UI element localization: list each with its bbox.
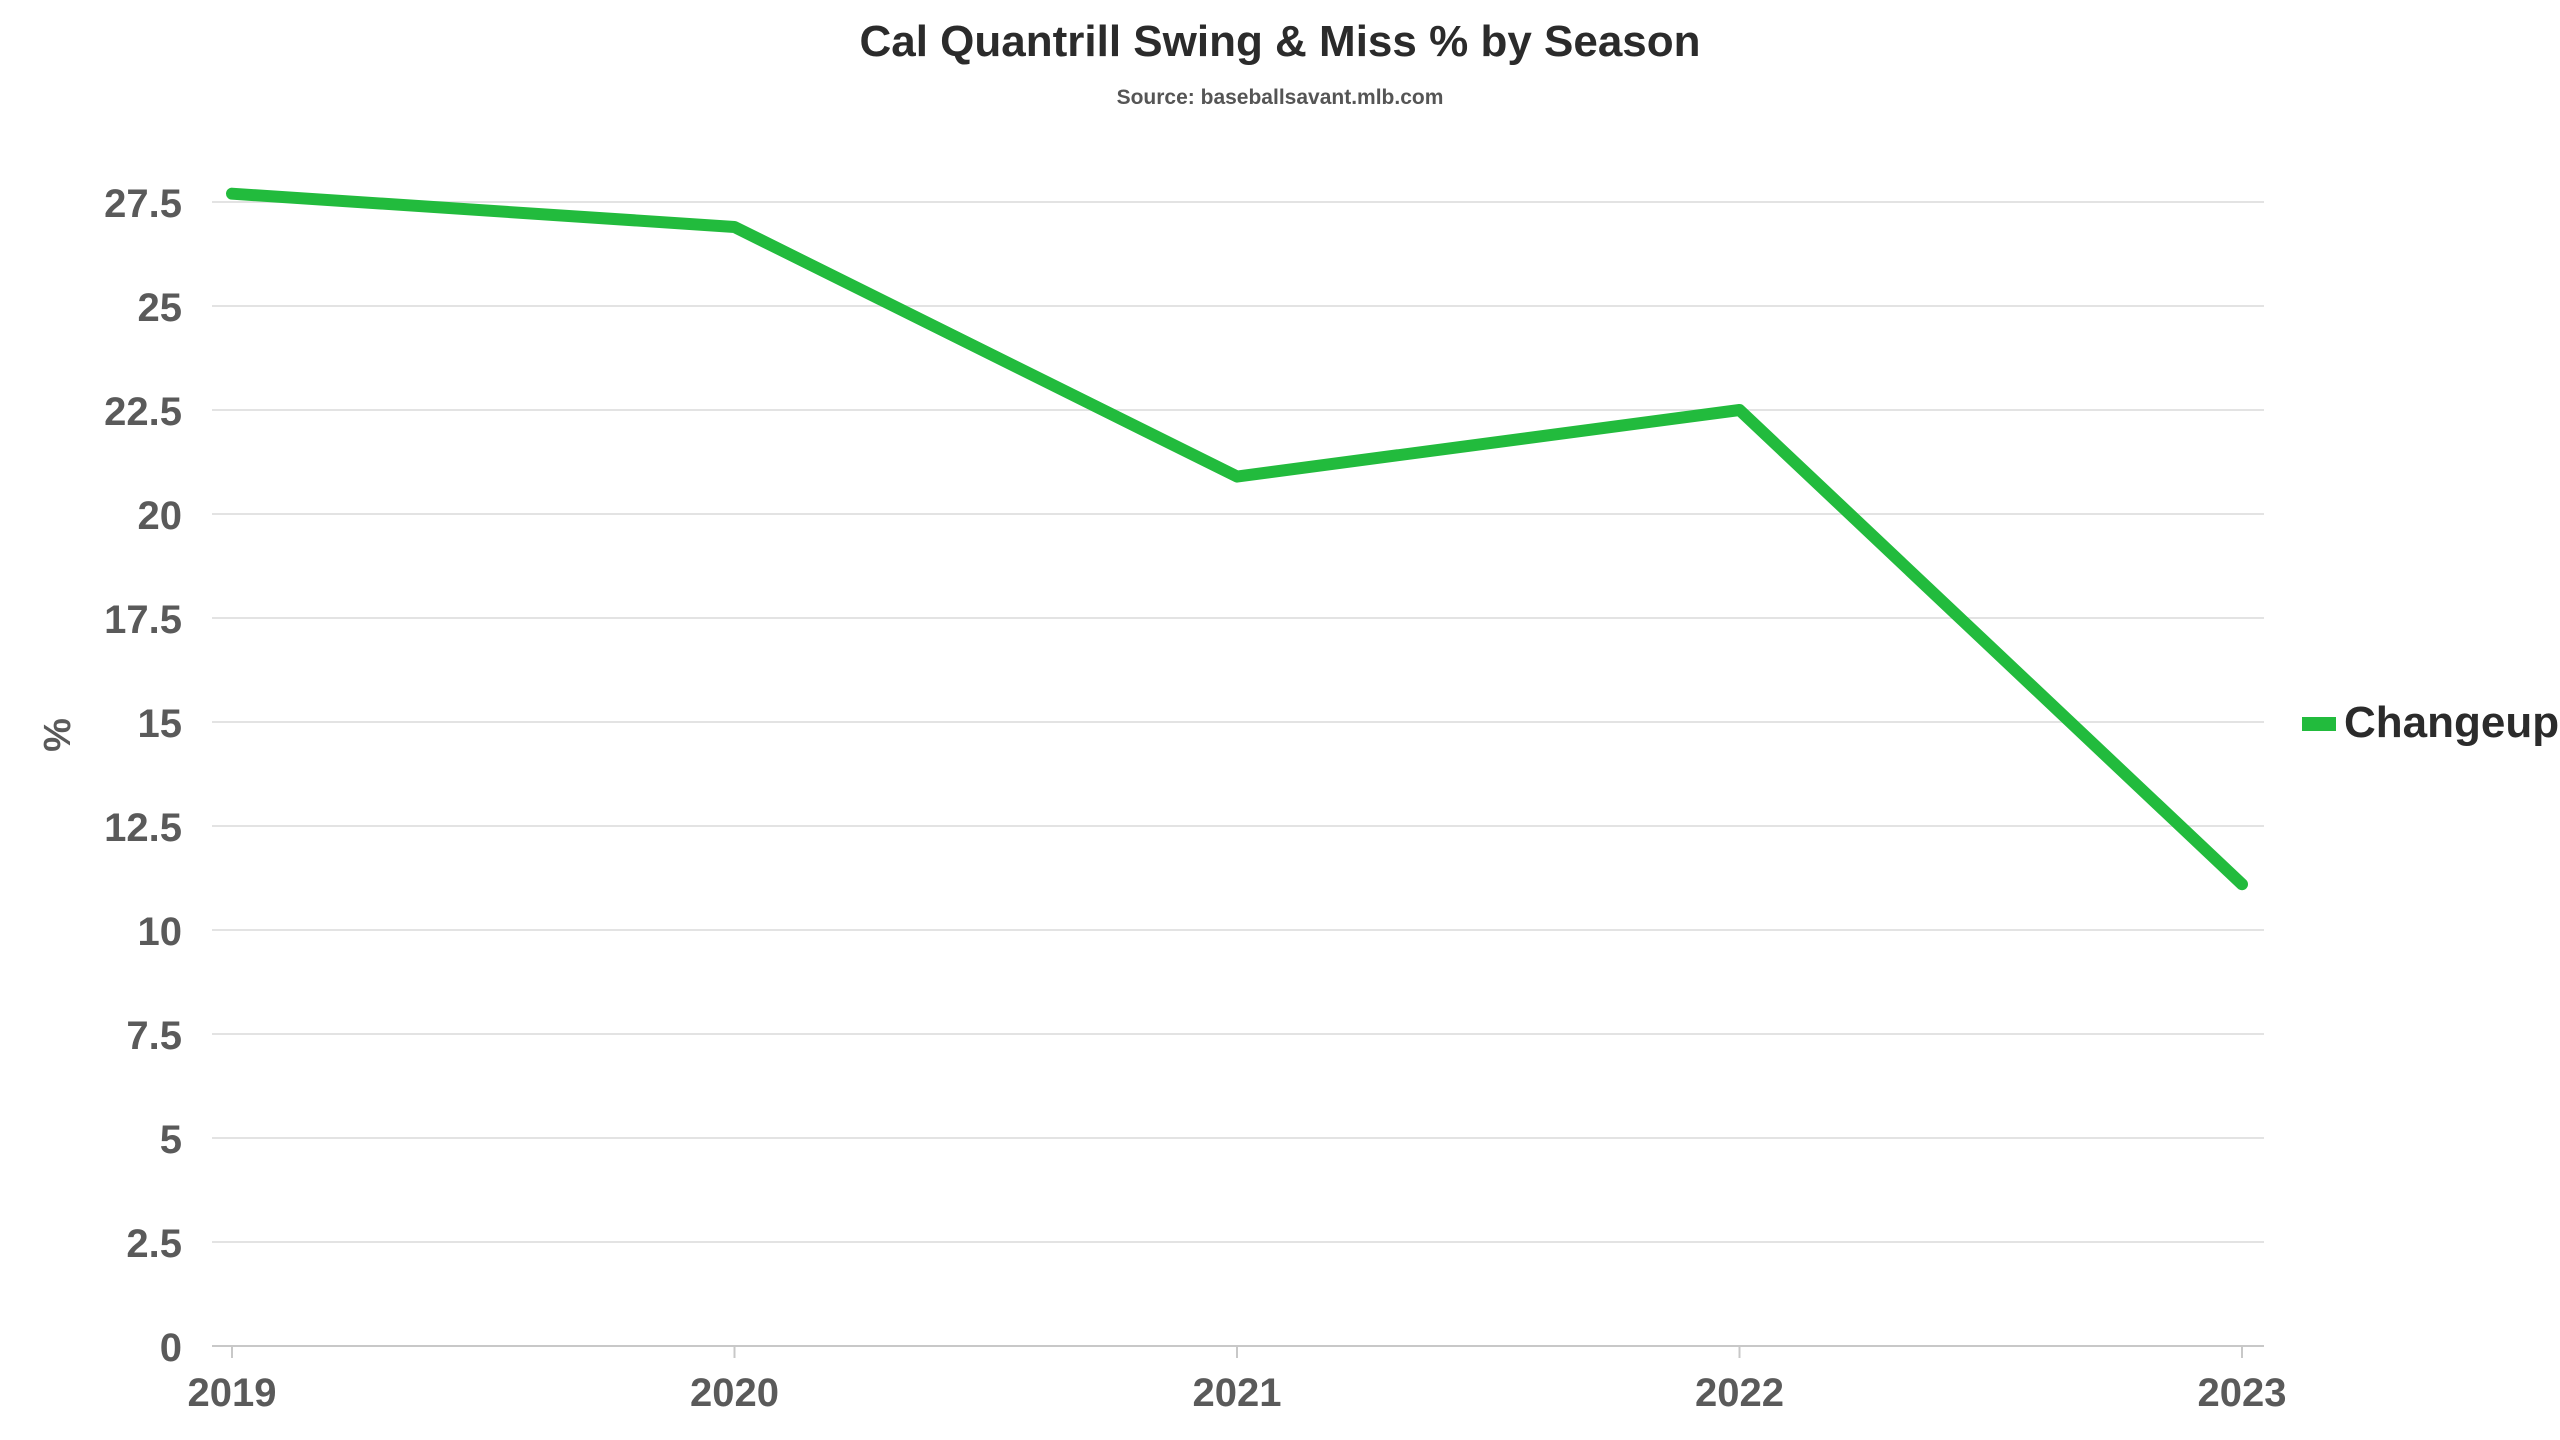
y-tick-label: 5 <box>160 1118 182 1162</box>
data-point <box>231 193 233 195</box>
data-point <box>734 226 736 228</box>
y-tick-label: 27.5 <box>104 182 182 226</box>
y-tick-label: 10 <box>138 910 183 954</box>
gridlines <box>212 201 2264 1243</box>
data-point <box>1739 409 1741 411</box>
y-tick-label: 17.5 <box>104 598 182 642</box>
y-axis-ticks: 0 2.5 5 7.5 10 12.5 15 17.5 20 22.5 25 27.5 <box>104 182 182 1370</box>
x-axis-ticks: 2019 2020 2021 2022 2023 <box>188 1346 2287 1415</box>
legend-label: Changeup <box>2344 698 2559 747</box>
y-tick-label: 22.5 <box>104 390 182 434</box>
y-tick-label: 2.5 <box>126 1222 182 1266</box>
x-tick-label: 2020 <box>690 1371 779 1415</box>
x-tick-label: 2019 <box>188 1371 277 1415</box>
legend-swatch <box>2302 717 2336 731</box>
y-tick-label: 25 <box>138 286 183 330</box>
y-tick-label: 20 <box>138 494 183 538</box>
chart-title: Cal Quantrill Swing & Miss % by Season <box>859 17 1700 66</box>
x-tick-label: 2021 <box>1193 1371 1282 1415</box>
y-tick-label: 12.5 <box>104 806 182 850</box>
y-tick-label: 0 <box>160 1326 182 1370</box>
y-tick-label: 7.5 <box>126 1014 182 1058</box>
chart-subtitle: Source: baseballsavant.mlb.com <box>1117 86 1444 109</box>
series-lines <box>226 187 2248 891</box>
y-tick-label: 15 <box>138 702 183 746</box>
x-tick-label: 2022 <box>1695 1371 1784 1415</box>
data-point <box>1236 476 1238 478</box>
y-axis-label: % <box>37 718 79 752</box>
x-tick-label: 2023 <box>2198 1371 2287 1415</box>
data-point <box>2241 883 2243 885</box>
series-line-changeup <box>226 187 2248 891</box>
legend[interactable]: Changeup <box>2302 698 2559 747</box>
